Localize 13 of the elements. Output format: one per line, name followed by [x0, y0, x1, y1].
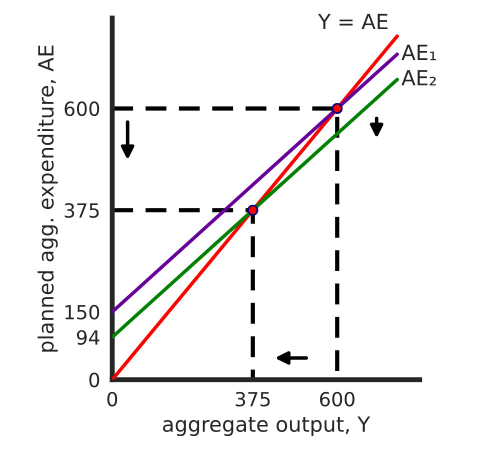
series-label: AE₂ [402, 70, 436, 86]
x-tick-label: 375 [236, 392, 270, 407]
x-tick-label: 600 [320, 392, 354, 407]
x-axis-title: aggregate output, Y [163, 416, 370, 436]
series-label: AE₁ [402, 44, 436, 60]
y-tick-label: 0 [89, 372, 100, 388]
x-tick-label: 0 [107, 392, 118, 407]
y-tick-label: 94 [76, 330, 100, 345]
y-axis-title: planned agg. expenditure, AE [38, 46, 58, 352]
y-tick-label: 150 [65, 304, 100, 320]
series-label: Y = AE [318, 14, 388, 30]
y-tick-label: 600 [64, 101, 100, 116]
y-tick-label: 375 [64, 203, 99, 218]
